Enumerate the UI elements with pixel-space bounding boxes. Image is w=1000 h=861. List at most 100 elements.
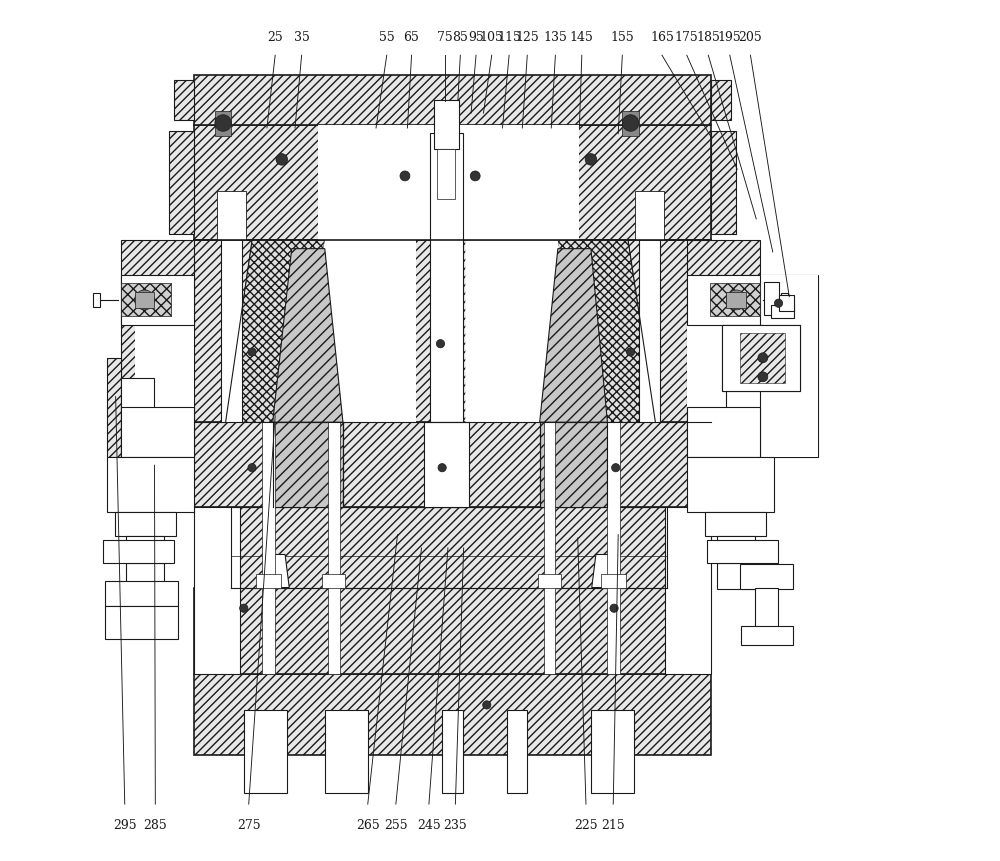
Text: 105: 105: [480, 31, 504, 44]
Circle shape: [758, 372, 768, 381]
Text: 95: 95: [468, 31, 484, 44]
Bar: [507, 709, 527, 792]
Bar: [781, 294, 788, 307]
Text: 265: 265: [356, 819, 380, 832]
Circle shape: [276, 153, 288, 165]
Circle shape: [436, 339, 445, 348]
Circle shape: [610, 604, 618, 612]
Text: 145: 145: [570, 31, 594, 44]
Bar: [711, 131, 736, 234]
Bar: [424, 422, 469, 506]
Bar: [635, 191, 664, 240]
Text: 55: 55: [379, 31, 395, 44]
Bar: [711, 80, 731, 120]
Text: 25: 25: [267, 31, 283, 44]
Bar: [121, 283, 171, 317]
Circle shape: [612, 463, 620, 472]
Text: 185: 185: [696, 31, 720, 44]
Bar: [771, 305, 794, 318]
Bar: [174, 80, 194, 120]
Bar: [194, 240, 711, 422]
Bar: [325, 709, 368, 792]
Circle shape: [215, 115, 231, 131]
Bar: [103, 540, 174, 563]
Text: 65: 65: [404, 31, 419, 44]
Bar: [726, 292, 746, 308]
Text: 255: 255: [384, 819, 408, 832]
Circle shape: [622, 115, 639, 131]
Polygon shape: [558, 240, 655, 422]
Bar: [135, 292, 154, 308]
Polygon shape: [273, 422, 343, 506]
Circle shape: [135, 290, 154, 310]
Polygon shape: [292, 240, 416, 422]
Text: 175: 175: [675, 31, 699, 44]
Bar: [779, 295, 794, 312]
Circle shape: [774, 299, 783, 307]
Bar: [442, 709, 463, 792]
Bar: [115, 511, 176, 536]
Bar: [169, 131, 194, 234]
Bar: [194, 674, 711, 754]
Bar: [105, 581, 178, 606]
Bar: [740, 333, 785, 382]
Text: 235: 235: [443, 819, 467, 832]
Bar: [121, 407, 194, 457]
Polygon shape: [540, 249, 607, 422]
Bar: [107, 457, 194, 511]
Text: 165: 165: [650, 31, 674, 44]
Bar: [126, 563, 164, 589]
Bar: [687, 240, 760, 457]
Bar: [707, 540, 778, 563]
Bar: [687, 276, 760, 325]
Bar: [726, 379, 760, 457]
Circle shape: [483, 701, 491, 709]
Bar: [244, 709, 287, 792]
Bar: [194, 587, 711, 674]
Bar: [126, 536, 164, 563]
Bar: [717, 536, 755, 563]
Circle shape: [248, 463, 256, 472]
Text: 285: 285: [143, 819, 167, 832]
Bar: [710, 283, 760, 317]
Bar: [591, 709, 634, 792]
Text: 295: 295: [113, 819, 137, 832]
Bar: [717, 563, 755, 589]
Bar: [430, 133, 463, 422]
Bar: [538, 574, 561, 587]
Circle shape: [726, 290, 746, 310]
Text: 115: 115: [497, 31, 521, 44]
Bar: [318, 125, 579, 240]
Circle shape: [240, 604, 248, 612]
Bar: [262, 422, 275, 674]
Text: 155: 155: [610, 31, 634, 44]
Bar: [217, 191, 246, 240]
Bar: [121, 240, 194, 457]
Bar: [687, 315, 746, 422]
Bar: [722, 325, 800, 391]
Bar: [93, 294, 100, 307]
Circle shape: [758, 353, 768, 362]
Bar: [328, 422, 340, 674]
Text: 275: 275: [237, 819, 261, 832]
Bar: [722, 325, 800, 391]
Bar: [437, 150, 455, 199]
Text: 225: 225: [574, 819, 598, 832]
Bar: [135, 315, 194, 422]
Polygon shape: [592, 554, 618, 587]
Bar: [194, 75, 711, 125]
Bar: [256, 574, 281, 587]
Bar: [622, 111, 639, 136]
Bar: [687, 407, 760, 457]
Polygon shape: [263, 554, 289, 587]
Bar: [601, 574, 626, 587]
Bar: [740, 565, 793, 589]
Bar: [544, 422, 555, 674]
Bar: [711, 276, 818, 457]
Text: 75: 75: [437, 31, 452, 44]
Text: 135: 135: [543, 31, 567, 44]
Bar: [194, 422, 711, 506]
Bar: [194, 506, 240, 674]
Circle shape: [438, 463, 446, 472]
Text: 125: 125: [515, 31, 539, 44]
